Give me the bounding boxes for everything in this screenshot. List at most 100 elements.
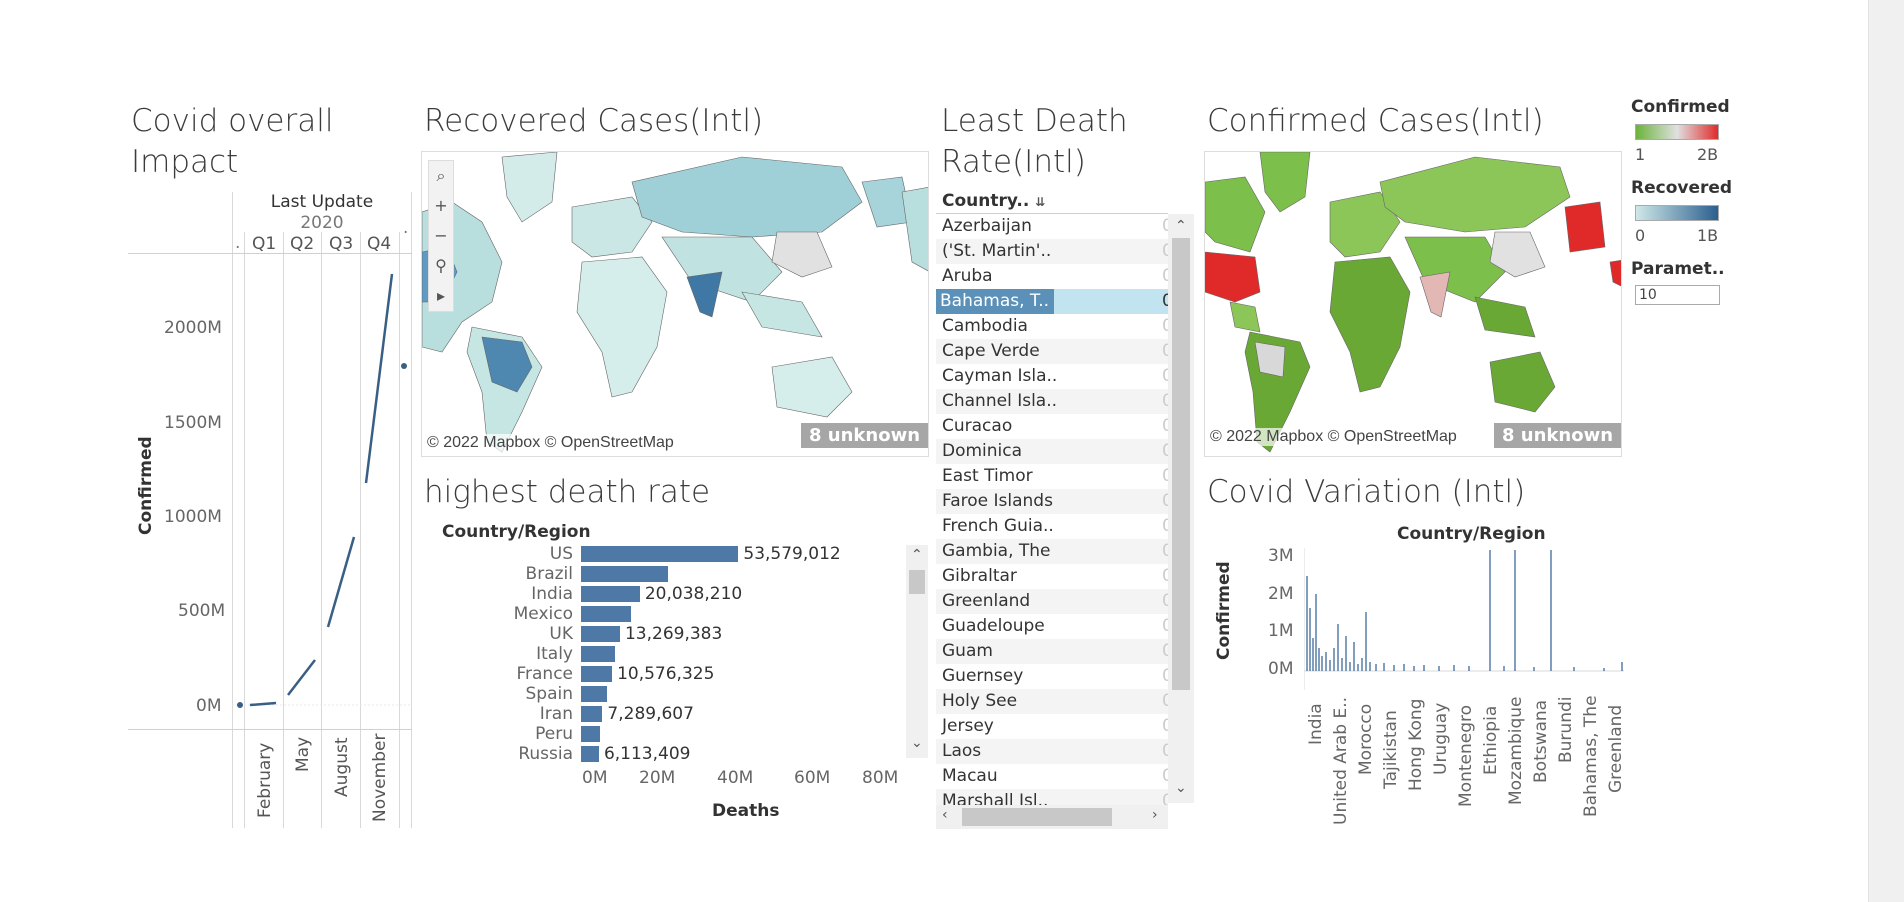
overall-title-line1: Covid overall [131,103,334,139]
scroll-left-icon[interactable]: ‹ [942,807,948,823]
map-search-icon[interactable]: ⌕ [436,166,446,185]
death-bar[interactable] [581,646,615,662]
map-zoom-in-icon[interactable]: + [434,196,448,215]
overall-divider [283,232,284,828]
death-bar[interactable] [581,546,739,562]
scroll-up-icon[interactable]: ⌃ [911,547,923,563]
least-list-label: Jersey [942,716,994,736]
legend-confirmed-gradient [1635,124,1719,140]
death-bar[interactable] [581,626,620,642]
confirmed-map[interactable]: © 2022 Mapbox © OpenStreetMap 8 unknown [1204,151,1622,457]
least-list-row[interactable]: Macau 0 [936,764,1168,789]
sort-icon[interactable]: ⇊ [1035,195,1046,209]
legend-recovered-title: Recovered [1631,178,1733,198]
scroll-up-icon[interactable]: ⌃ [1175,218,1187,234]
variation-ytick: 3M [1268,546,1294,566]
scroll-right-icon[interactable]: › [1152,807,1158,823]
page-scrollbar[interactable] [1868,0,1904,902]
least-vscroll-thumb[interactable] [1172,238,1190,690]
death-category-label: Peru [535,724,573,744]
death-value-label: 20,038,210 [644,584,743,604]
death-scroll-thumb[interactable] [909,570,925,594]
map-expand-icon[interactable]: ▸ [436,286,446,305]
least-list-row[interactable]: Guadeloupe 0 [936,614,1168,639]
overall-q4: Q4 [367,234,392,254]
variation-category-label: Uruguay [1431,702,1451,775]
confirmed-copyright[interactable]: © 2022 Mapbox © OpenStreetMap [1208,428,1459,446]
least-list-row[interactable]: East Timor 0 [936,464,1168,489]
least-list-row[interactable]: Bahamas, T.. 0 [936,289,1168,314]
variation-category-label: Montenegro [1456,704,1476,807]
least-list-label: Holy See [942,691,1018,711]
variation-category-label: United Arab E.. [1331,696,1351,825]
least-list-row[interactable]: Guam 0 [936,639,1168,664]
death-category-label: Russia [518,744,573,764]
death-bar[interactable] [581,706,603,722]
death-value-label: 13,269,383 [624,624,723,644]
least-list-value: 0 [1162,591,1168,611]
least-list-value: 0 [1162,666,1168,686]
least-list-row[interactable]: Holy See 0 [936,689,1168,714]
death-scrollbar[interactable]: ⌃ ⌄ [906,545,928,758]
recovered-map-toolbar[interactable]: ⌕ + − ⚲ ▸ [428,160,454,312]
variation-ytick: 1M [1268,621,1294,641]
overall-segment [364,273,394,484]
least-list-row[interactable]: Jersey 0 [936,714,1168,739]
least-list-row[interactable]: Channel Isla.. 0 [936,389,1168,414]
least-list-row[interactable]: Laos 0 [936,739,1168,764]
least-list-label: Faroe Islands [942,491,1053,511]
least-list-row[interactable]: Gibraltar 0 [936,564,1168,589]
least-list-row[interactable]: Greenland 0 [936,589,1168,614]
least-header[interactable]: Country.. ⇊ [942,191,1045,211]
death-bar[interactable] [581,606,631,622]
least-list-row[interactable]: Gambia, The 0 [936,539,1168,564]
overall-divider [321,232,322,828]
least-list-row[interactable]: ('St. Martin'.. 0 [936,239,1168,264]
legend-confirmed-min: 1 [1635,145,1646,164]
least-list-value: 0 [1162,366,1168,386]
least-list-row[interactable]: Curacao 0 [936,414,1168,439]
least-list-row[interactable]: French Guia.. 0 [936,514,1168,539]
death-xtick: 0M [582,768,608,788]
death-bar[interactable] [581,726,601,742]
least-list-row[interactable]: Dominica 0 [936,439,1168,464]
overall-ytick: 1500M [164,413,222,433]
death-bar[interactable] [581,686,608,702]
least-list-row[interactable]: Faroe Islands 0 [936,489,1168,514]
scroll-down-icon[interactable]: ⌄ [1175,780,1187,796]
least-list-row[interactable]: Cayman Isla.. 0 [936,364,1168,389]
recovered-map-shapes [422,152,928,453]
least-list-label: French Guia.. [942,516,1054,536]
scroll-down-icon[interactable]: ⌄ [911,735,923,751]
death-bar[interactable] [581,566,668,582]
confirmed-unknown-badge[interactable]: 8 unknown [1494,423,1621,448]
variation-category-label: Botswana [1531,699,1551,783]
least-hscrollbar[interactable]: ‹ › [936,805,1168,829]
overall-ylabel: Confirmed [136,436,156,535]
least-list-value: 0 [1162,716,1168,736]
death-category-label: UK [549,624,573,644]
recovered-unknown-badge[interactable]: 8 unknown [801,423,928,448]
death-bar[interactable] [581,666,613,682]
least-list-row[interactable]: Azerbaijan 0 [936,214,1168,239]
least-list-row[interactable]: Cape Verde 0 [936,339,1168,364]
param-input[interactable] [1635,285,1720,305]
death-bar[interactable] [581,746,599,762]
least-hscroll-thumb[interactable] [962,808,1112,826]
least-list-row[interactable]: Aruba 0 [936,264,1168,289]
death-category-label: Mexico [513,604,573,624]
overall-axis-line [128,729,412,730]
least-list-value: 0 [1162,741,1168,761]
map-pin-icon[interactable]: ⚲ [435,256,447,275]
map-zoom-out-icon[interactable]: − [434,226,448,245]
least-list-label: Greenland [942,591,1031,611]
death-bar[interactable] [581,586,640,602]
least-list-value: 0 [1162,641,1168,661]
least-list-row[interactable]: Cambodia 0 [936,314,1168,339]
least-list-row[interactable]: Guernsey 0 [936,664,1168,689]
overall-point [237,702,243,708]
recovered-copyright[interactable]: © 2022 Mapbox © OpenStreetMap [425,434,676,452]
recovered-map[interactable]: ⌕ + − ⚲ ▸ © 2022 Mapbox © OpenStreetMap … [421,151,929,457]
least-vscrollbar[interactable]: ⌃ ⌄ [1168,214,1194,803]
least-list-label: Channel Isla.. [942,391,1058,411]
